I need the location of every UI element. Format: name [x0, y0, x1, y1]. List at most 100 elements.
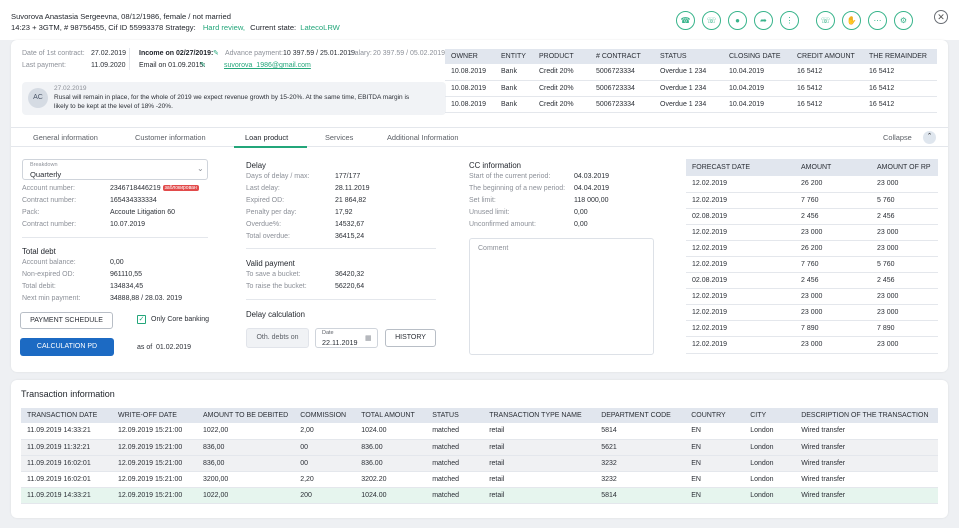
microphone-icon[interactable]: ●	[728, 11, 747, 30]
first-contract-label: Date of 1st contract:	[22, 50, 85, 57]
field-value: 36415,24	[335, 233, 365, 240]
forecast-row[interactable]: 02.08.2019 2 456 2 456	[686, 272, 938, 290]
table-cell: 12.02.2019	[686, 320, 795, 338]
dots-icon[interactable]: ⋯	[868, 11, 887, 30]
col-owner: OWNER	[445, 49, 495, 64]
edit-income-icon[interactable]: ✎	[213, 50, 219, 57]
summary-divider	[129, 48, 130, 70]
forecast-row[interactable]: 12.02.2019 23 000 23 000	[686, 304, 938, 322]
tab-customer-information[interactable]: Customer information	[135, 133, 206, 142]
col-status: STATUS	[654, 49, 723, 64]
field-value: 21 864,82	[335, 197, 367, 204]
table-cell: 23 000	[795, 336, 871, 354]
chevron-up-icon[interactable]: ⌃	[923, 131, 936, 144]
col-closing-date: CLOSING DATE	[723, 49, 791, 64]
forecast-row[interactable]: 12.02.2019 23 000 23 000	[686, 288, 938, 306]
table-cell: Wired transfer	[795, 439, 938, 456]
table-cell: Overdue 1 234	[654, 64, 723, 81]
table-cell: matched	[426, 455, 484, 472]
table-cell: 7 760	[795, 192, 871, 209]
blocked-badge: заблокирован	[162, 185, 199, 192]
table-cell: 5 760	[871, 192, 938, 209]
col-type-name: TRANSACTION TYPE NAME	[483, 408, 596, 423]
col-write-off-date: WRITE-OFF DATE	[112, 408, 197, 423]
delay-calculation-title: Delay calculation	[246, 310, 305, 319]
transaction-row[interactable]: 11.09.2019 11:32:21 12.09.2019 15:21:00 83…	[21, 439, 938, 456]
tab-services[interactable]: Services	[325, 133, 354, 142]
col-amount: AMOUNT	[795, 159, 871, 176]
history-button[interactable]: HISTORY	[385, 329, 436, 347]
phone-forward-icon[interactable]: ➦	[754, 11, 773, 30]
customer-meta: 14:23 + 3GTM, # 98756455, Cif ID 5599337…	[11, 23, 196, 32]
forecast-table: FORECAST DATE AMOUNT AMOUNT OF RP 12.02.…	[686, 159, 938, 354]
forecast-row[interactable]: 12.02.2019 23 000 23 000	[686, 224, 938, 241]
forecast-row[interactable]: 12.02.2019 23 000 23 000	[686, 336, 938, 354]
forecast-row[interactable]: 12.02.2019 26 200 23 000	[686, 240, 938, 257]
payment-schedule-button[interactable]: PAYMENT SCHEDULE	[20, 312, 113, 329]
account-balance-label: Account balance:	[22, 259, 76, 266]
contract-number-value: 165434333334	[110, 197, 157, 204]
only-core-checkbox[interactable]: ✓	[137, 315, 146, 324]
forecast-row[interactable]: 12.02.2019 7 760 5 760	[686, 192, 938, 209]
transaction-row[interactable]: 11.09.2019 14:33:21 12.09.2019 15:21:00 10…	[21, 487, 938, 504]
forecast-row[interactable]: 02.08.2019 2 456 2 456	[686, 208, 938, 225]
tab-loan-product[interactable]: Loan product	[245, 133, 289, 142]
table-cell: 02.08.2019	[686, 272, 795, 290]
collapse-label[interactable]: Collapse	[883, 133, 912, 142]
account-number-value: 2346718446219 заблокирован	[110, 185, 199, 192]
contract-row[interactable]: 10.08.2019 Bank Credit 20% 5006723334 Overdu…	[445, 64, 937, 81]
table-cell: Bank	[495, 80, 533, 97]
table-cell: 16 5412	[791, 80, 863, 97]
customer-header: Suvorova Anastasia Sergeevna, 08/12/1986…	[0, 0, 959, 40]
field-label: Unused limit:	[469, 209, 510, 216]
breakdown-select[interactable]: Breakdown Quarterly ⌄	[22, 159, 208, 180]
transaction-row[interactable]: 11.09.2019 14:33:21 12.09.2019 15:21:00 10…	[21, 423, 938, 440]
date-picker[interactable]: Date 22.11.2019 ▦	[315, 328, 378, 348]
forecast-row[interactable]: 12.02.2019 7 890 7 890	[686, 320, 938, 338]
transaction-row[interactable]: 11.09.2019 16:02:01 12.09.2019 15:21:00 83…	[21, 455, 938, 472]
action-icons: ☎ ☏ ● ➦ ⋮ ☏ ✋ ⋯ ⚙	[676, 11, 920, 30]
table-cell: 23 000	[795, 224, 871, 241]
table-cell: London	[744, 487, 796, 504]
close-icon[interactable]: ✕	[934, 10, 948, 24]
table-cell: 836,00	[197, 455, 295, 472]
forecast-row[interactable]: 12.02.2019 7 760 5 760	[686, 256, 938, 274]
col-city: CITY	[744, 408, 796, 423]
edit-email-icon[interactable]: ✎	[200, 62, 206, 69]
calculation-pd-button[interactable]: CALCULATION PD	[20, 338, 114, 356]
phone-hangup-icon[interactable]: ☏	[702, 11, 721, 30]
advance-value: 10 397.59 / 25.01.2019	[283, 50, 356, 57]
calendar-icon[interactable]: ▦	[365, 335, 372, 342]
table-cell: Overdue 1 234	[654, 96, 723, 113]
table-cell: 5621	[595, 439, 686, 456]
table-cell: 2 456	[795, 208, 871, 225]
table-cell: Bank	[495, 64, 533, 81]
tab-additional-information[interactable]: Additional Information	[387, 133, 459, 142]
field-label: Expired OD:	[246, 197, 285, 204]
hand-icon[interactable]: ✋	[842, 11, 861, 30]
contract-row[interactable]: 10.08.2019 Bank Credit 20% 5006723334 Overdu…	[445, 80, 937, 97]
contracts-table: OWNER ENTITY PRODUCT # CONTRACT STATUS C…	[445, 49, 937, 113]
dialpad-icon[interactable]: ⋮	[780, 11, 799, 30]
email-link[interactable]: suvorova_1986@gmail.com	[224, 62, 311, 69]
gear-icon[interactable]: ⚙	[894, 11, 913, 30]
phone-icon[interactable]: ☎	[676, 11, 695, 30]
field-value: 14532,67	[335, 221, 365, 228]
table-cell: 12.02.2019	[686, 304, 795, 322]
col-product: PRODUCT	[533, 49, 590, 64]
oth-debts-button[interactable]: Oth. debts on	[246, 328, 309, 348]
phone-hangup-2-icon[interactable]: ☏	[816, 11, 835, 30]
table-cell: retail	[483, 455, 596, 472]
pack-value: Accoute Litigation 60	[110, 209, 175, 216]
income-label: Income on 02/27/2019:	[139, 50, 214, 57]
contract-row[interactable]: 10.08.2019 Bank Credit 20% 5006723334 Overdu…	[445, 96, 937, 113]
table-cell: 23 000	[871, 176, 938, 193]
table-cell: Credit 20%	[533, 80, 590, 97]
forecast-row[interactable]: 12.02.2019 26 200 23 000	[686, 176, 938, 193]
tab-general-information[interactable]: General information	[33, 133, 98, 142]
field-value: 177/177	[335, 173, 361, 180]
transaction-row[interactable]: 11.09.2019 16:02:01 12.09.2019 15:21:00 32…	[21, 471, 938, 488]
comment-textarea[interactable]: Comment	[469, 238, 654, 355]
table-cell: 7 890	[871, 320, 938, 338]
col-contract: # CONTRACT	[590, 49, 654, 64]
